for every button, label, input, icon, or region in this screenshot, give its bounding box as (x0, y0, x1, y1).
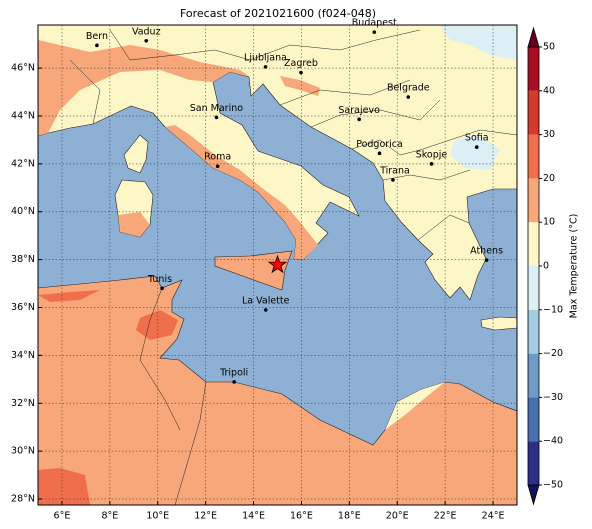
y-tick-label: 28°N (11, 494, 35, 505)
cold-patch (450, 135, 500, 170)
colorbar-bin (528, 134, 539, 179)
city-dot (429, 162, 434, 166)
warm-patch (118, 212, 150, 237)
colorbar-tick-label: −20 (543, 348, 563, 359)
colorbar-tick-label: 40 (543, 85, 555, 96)
colorbar-bin (528, 441, 539, 485)
city-label: Tirana (379, 165, 410, 176)
europe-land (38, 25, 517, 301)
colorbar: −50 −40 −30 −20 −10 0 10 20 30 40 50 Max Temperatur… (527, 26, 580, 506)
x-tick-label: 22°E (434, 511, 457, 522)
city-dot (95, 43, 99, 48)
city-dot (160, 286, 164, 291)
city-dot (372, 30, 377, 34)
y-tick-label: 40°N (11, 206, 35, 217)
corsica (123, 134, 149, 174)
hot-patch (136, 310, 178, 340)
y-tick-label: 46°N (11, 63, 35, 74)
x-tick-label: 8°E (101, 511, 118, 522)
city-dot (357, 117, 361, 122)
colorbar-bin (528, 309, 539, 354)
city-dot (299, 70, 303, 75)
city-dot (215, 164, 220, 169)
city-label: Ljubljana (244, 52, 287, 63)
x-tick-label: 12°E (194, 511, 217, 522)
y-tick-label: 30°N (11, 446, 35, 457)
x-tick-label: 24°E (482, 511, 505, 522)
city-label: Skopje (416, 149, 448, 160)
colorbar-tick-label: 50 (543, 42, 555, 53)
city-label: San Marino (190, 103, 243, 114)
colorbar-tick-label: 30 (543, 129, 555, 140)
y-tick-label: 32°N (11, 398, 35, 409)
y-tick-label: 42°N (11, 158, 35, 169)
city-label: Tripoli (219, 367, 248, 378)
warm-band (38, 40, 250, 136)
warm-band (280, 76, 320, 96)
city-label: Tunis (147, 274, 172, 285)
city-label: La Valette (242, 295, 290, 306)
city-label: Roma (204, 152, 231, 163)
city-label: Athens (470, 246, 503, 257)
city-label: Vaduz (132, 26, 161, 37)
city-label: Podgorica (356, 139, 403, 150)
city-dot (263, 65, 268, 69)
colorbar-tick-label: −40 (543, 436, 563, 447)
city-label: Sofia (465, 133, 489, 144)
grid: 6°E 8°E 10°E 12°E 14°E 16°E 18°E 20°E 22°E 24°E 28… (11, 25, 517, 522)
city-dot (232, 380, 236, 384)
colorbar-bin (528, 397, 539, 442)
city-dot (377, 151, 382, 156)
city-dot (474, 145, 479, 149)
colorbar-tick-label: −10 (543, 304, 563, 315)
colorbar-bin (528, 47, 539, 91)
x-tick-label: 18°E (338, 511, 361, 522)
map-title: Forecast of 2021021600 (f024-048) (180, 7, 376, 20)
colorbar-tick-label: −50 (543, 480, 563, 491)
colorbar-tick-label: 0 (543, 261, 549, 272)
city-label: Belgrade (387, 83, 430, 94)
crete (480, 316, 517, 331)
y-tick-label: 44°N (11, 110, 35, 121)
cold-patch (440, 25, 517, 60)
borders (69, 29, 517, 505)
colorbar-bin (528, 266, 539, 310)
hot-patch (38, 468, 90, 505)
colorbar-label: Max Temperature (°C) (569, 214, 580, 319)
city-label: Zagreb (284, 58, 318, 69)
colorbar-tick-label: 10 (543, 217, 555, 228)
colorbar-under (527, 484, 540, 506)
x-tick-label: 16°E (290, 511, 313, 522)
colorbar-bin (528, 222, 539, 266)
city-dot (484, 258, 489, 262)
colorbar-bin (528, 178, 539, 223)
mild-patch (385, 382, 445, 430)
y-tick-label: 38°N (11, 254, 35, 265)
colorbar-over (527, 26, 540, 48)
city-dot (406, 95, 411, 99)
colorbar-bin (528, 353, 539, 398)
warm-band (165, 125, 318, 259)
city-dot (214, 115, 219, 120)
city-dot (144, 39, 149, 43)
city-label: Bern (86, 31, 108, 42)
x-tick-label: 20°E (386, 511, 409, 522)
hot-patch (38, 290, 100, 302)
city-dot (391, 178, 395, 182)
x-tick-label: 10°E (146, 511, 169, 522)
y-tick-label: 34°N (11, 350, 35, 361)
colorbar-tick-label: −30 (543, 392, 563, 403)
forecast-marker (267, 254, 288, 274)
x-tick-label: 6°E (54, 511, 71, 522)
colorbar-tick-label: 20 (543, 173, 555, 184)
city-label: Budapest (352, 18, 397, 29)
x-tick-label: 14°E (242, 511, 265, 522)
colorbar-bin (528, 90, 539, 135)
city-dot (263, 308, 268, 312)
y-tick-label: 36°N (11, 302, 35, 313)
map-frame (37, 24, 518, 506)
city-label: Sarajevo (338, 105, 380, 116)
